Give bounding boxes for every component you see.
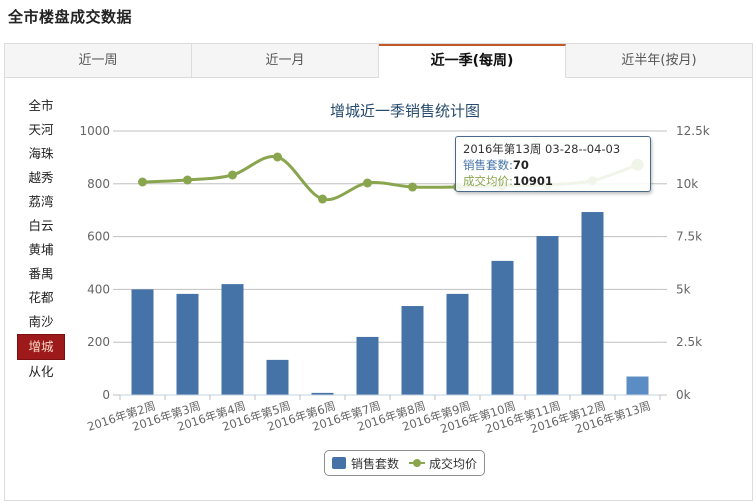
line-point[interactable] [273,152,282,162]
svg-text:800: 800 [87,177,110,191]
line-point[interactable] [183,175,192,185]
district-huangpu[interactable]: 黄埔 [28,242,54,257]
district-nansha[interactable]: 南沙 [28,314,54,329]
chart-legend: 销售套数 成交均价 [324,450,485,476]
svg-text:0: 0 [102,388,110,402]
chart-tooltip: 2016年第13周 03-28--04-03 销售套数:70 成交均价:1090… [455,136,651,192]
bar[interactable] [266,359,289,395]
legend-label-avg-price: 成交均价 [429,456,478,471]
page-title: 全市楼盘成交数据 [8,8,133,26]
district-tianhe[interactable]: 天河 [28,122,54,137]
right-y-axis: 0k 2.5k 5k 7.5k 10k 12.5k [660,124,710,402]
svg-text:1000: 1000 [79,124,110,138]
svg-text:200: 200 [87,335,110,349]
bar[interactable] [581,212,604,395]
svg-text:12.5k: 12.5k [676,124,710,138]
chart-title: 增城近一季销售统计图 [330,102,480,120]
bar[interactable] [536,236,559,395]
line-marker-icon [409,457,426,469]
svg-text:2.5k: 2.5k [676,335,702,349]
district-quanshi[interactable]: 全市 [28,98,54,113]
bar[interactable] [491,260,514,395]
district-baiyun[interactable]: 白云 [28,218,54,233]
tooltip-series1-label: 销售套数: [463,158,513,172]
legend-label-sales-count: 销售套数 [351,456,400,471]
tab-quarter[interactable]: 近一季(每周) [379,44,566,78]
district-huadu[interactable]: 花都 [28,290,54,305]
svg-text:400: 400 [87,282,110,296]
bar[interactable] [401,306,424,395]
bar-swatch-icon [332,457,346,469]
bar-series-sales-count[interactable] [131,212,649,395]
district-haizhu[interactable]: 海珠 [28,146,54,161]
district-list: 全市 天河 海珠 越秀 荔湾 白云 黄埔 番禺 花都 南沙 增城 从化 [17,94,65,384]
x-axis: 2016年第2周2016年第3周2016年第4周2016年第5周2016年第6周… [85,394,661,436]
data-panel: 近一周 近一月 近一季(每周) 近半年(按月) 全市 天河 海珠 越秀 荔湾 白… [4,43,753,501]
line-point[interactable] [318,194,327,204]
district-conghua[interactable]: 从化 [28,364,54,379]
svg-text:600: 600 [87,230,110,244]
svg-text:7.5k: 7.5k [676,230,702,244]
svg-text:0k: 0k [676,388,691,402]
line-point[interactable] [228,170,237,180]
svg-text:5k: 5k [676,282,691,296]
bar[interactable] [221,284,244,395]
legend-item-sales-count[interactable]: 销售套数 [332,455,399,472]
bar[interactable] [446,293,469,395]
district-yuexiu[interactable]: 越秀 [28,170,54,185]
bar[interactable] [626,376,649,395]
district-panyu[interactable]: 番禺 [28,266,54,281]
legend-item-avg-price[interactable]: 成交均价 [399,455,477,472]
line-point[interactable] [363,178,372,188]
district-zengcheng[interactable]: 增城 [17,334,65,360]
tooltip-series2-label: 成交均价: [463,174,513,188]
line-point[interactable] [138,177,147,187]
left-y-axis: 0 200 400 600 800 1000 [79,124,120,402]
tooltip-series1-value: 70 [512,158,529,172]
svg-text:10k: 10k [676,177,698,191]
bar[interactable] [131,289,154,395]
bar[interactable] [311,392,334,395]
bar[interactable] [356,336,379,395]
district-liwan[interactable]: 荔湾 [28,194,54,209]
tab-half-year[interactable]: 近半年(按月) [566,44,752,78]
line-point[interactable] [408,182,417,192]
tab-month[interactable]: 近一月 [192,44,379,78]
bar[interactable] [176,293,199,395]
period-tabs: 近一周 近一月 近一季(每周) 近半年(按月) [5,44,752,79]
tab-week[interactable]: 近一周 [5,44,192,78]
tooltip-series2-value: 10901 [512,174,553,188]
tooltip-title: 2016年第13周 03-28--04-03 [463,142,621,156]
